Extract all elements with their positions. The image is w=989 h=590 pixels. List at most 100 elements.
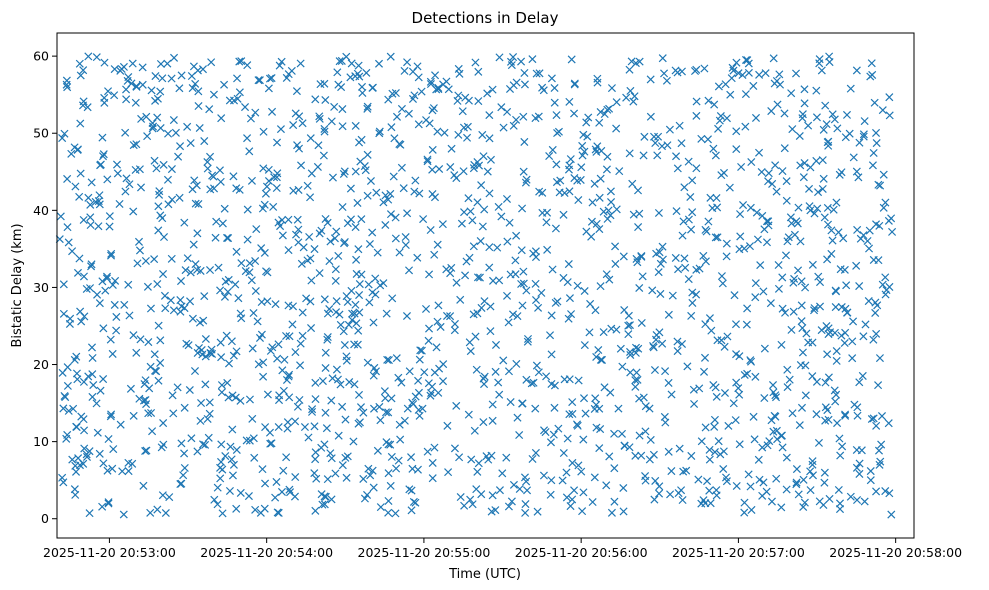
data-point (205, 266, 215, 275)
data-point (217, 440, 226, 449)
data-point (280, 355, 289, 364)
data-point (486, 327, 495, 336)
data-point (581, 409, 590, 418)
data-point (78, 101, 88, 110)
data-point (612, 98, 621, 107)
data-point (782, 177, 791, 186)
data-point (297, 259, 306, 268)
data-point (885, 489, 894, 498)
data-point (108, 349, 117, 358)
data-point (633, 375, 642, 384)
data-point (790, 230, 799, 239)
data-point (712, 392, 721, 401)
data-point (540, 426, 549, 435)
data-point (260, 504, 269, 513)
data-point (625, 149, 634, 158)
data-point (165, 493, 174, 502)
data-point (75, 192, 84, 201)
data-point (128, 59, 137, 68)
data-point (243, 61, 252, 70)
data-point (112, 326, 121, 335)
data-point (142, 112, 151, 121)
data-point (278, 231, 287, 240)
data-point (79, 377, 88, 386)
data-point (754, 455, 763, 464)
data-point (143, 282, 152, 291)
data-point (158, 74, 167, 83)
data-point (610, 464, 619, 473)
data-point (113, 169, 122, 178)
data-point (399, 184, 408, 193)
data-point (751, 279, 760, 288)
data-point (452, 174, 461, 183)
data-point (577, 163, 586, 172)
x-axis-label: Time (UTC) (448, 567, 521, 582)
data-point (769, 54, 778, 63)
data-point (381, 191, 390, 200)
data-point (611, 242, 620, 251)
data-point (129, 207, 138, 216)
data-point (486, 155, 495, 164)
data-point (354, 245, 363, 254)
data-point (679, 217, 688, 226)
data-point (583, 132, 592, 141)
data-point (63, 174, 72, 183)
data-point (93, 290, 102, 299)
data-point (713, 203, 722, 212)
data-point (272, 477, 281, 486)
data-point (596, 425, 605, 434)
data-point (391, 509, 400, 518)
data-point (819, 125, 828, 134)
data-point (877, 412, 887, 421)
data-point (71, 490, 80, 499)
data-point (327, 396, 336, 405)
data-point (477, 303, 486, 312)
data-point (469, 164, 478, 173)
data-point (592, 400, 601, 409)
data-point (236, 396, 245, 405)
data-point (363, 490, 372, 499)
data-point (885, 93, 894, 102)
data-point (153, 113, 162, 122)
data-point (637, 251, 646, 261)
data-point (522, 477, 531, 486)
data-point (70, 355, 79, 364)
data-point (549, 430, 558, 439)
data-point (619, 252, 628, 261)
data-point (462, 257, 471, 266)
data-point (550, 83, 559, 93)
data-point (654, 268, 663, 277)
data-point (547, 476, 556, 485)
data-point (73, 268, 83, 277)
data-point (567, 55, 576, 64)
data-point (413, 253, 422, 262)
data-point (236, 309, 245, 318)
data-point (592, 147, 601, 156)
data-point (384, 195, 393, 204)
data-point (426, 79, 435, 89)
data-point (502, 194, 512, 203)
data-point (810, 209, 819, 218)
data-point (376, 503, 385, 512)
data-point (296, 339, 305, 348)
data-point (813, 204, 822, 213)
data-point (566, 155, 575, 164)
data-point (196, 416, 205, 425)
data-point (450, 326, 459, 335)
data-point (229, 96, 239, 105)
data-point (578, 141, 587, 150)
data-point (217, 353, 226, 362)
data-point (245, 436, 254, 445)
data-point (104, 87, 113, 96)
data-point (513, 413, 522, 422)
data-point (193, 265, 202, 274)
data-point (357, 82, 367, 91)
data-point (177, 71, 186, 80)
data-point (463, 133, 472, 142)
data-point (466, 207, 475, 216)
data-point (191, 260, 200, 269)
data-point (790, 274, 799, 283)
data-point (107, 410, 116, 419)
data-point (191, 199, 200, 208)
data-point (869, 148, 878, 158)
